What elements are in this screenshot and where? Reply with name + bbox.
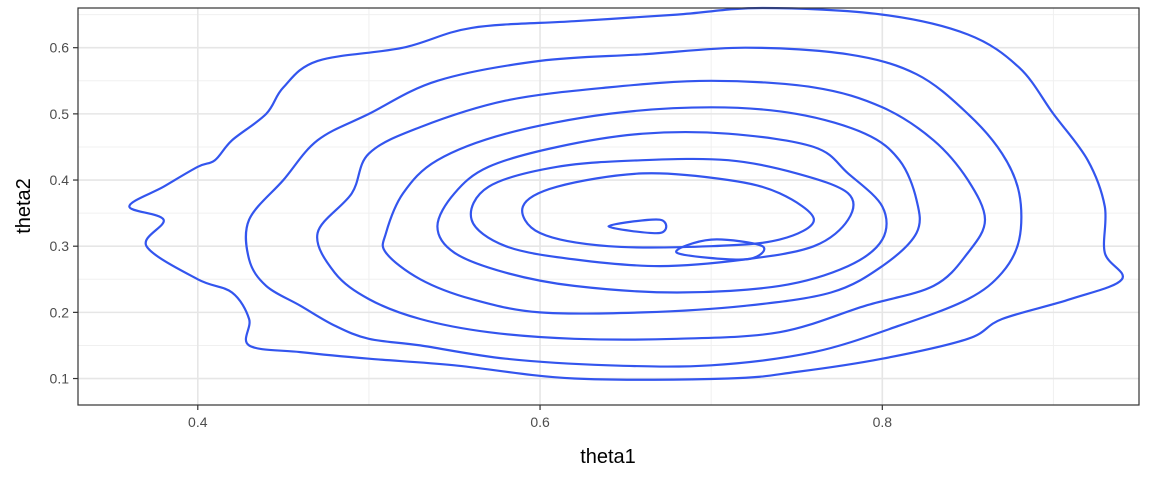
x-axis-title: theta1 <box>580 446 636 468</box>
x-tick-label: 0.4 <box>188 414 208 430</box>
minor-gridlines <box>78 8 1139 405</box>
y-tick-label: 0.1 <box>50 371 70 387</box>
y-tick-label: 0.6 <box>50 40 70 56</box>
contour-lines <box>128 6 1125 381</box>
contour-line <box>607 218 668 235</box>
contour-line <box>521 172 815 249</box>
y-tick-label: 0.3 <box>50 238 70 254</box>
contour-line <box>128 6 1125 381</box>
contour-line <box>675 238 766 261</box>
x-tick-label: 0.8 <box>873 414 893 430</box>
y-tick-label: 0.5 <box>50 106 70 122</box>
contour-line <box>381 106 921 315</box>
contour-line <box>469 157 855 268</box>
x-tick-label: 0.6 <box>530 414 550 430</box>
contour-line <box>316 79 987 341</box>
y-tick-label: 0.2 <box>50 304 70 320</box>
contour-line <box>436 130 888 294</box>
x-axis-ticks: 0.4 0.6 0.8 <box>188 405 892 430</box>
y-axis-title: theta2 <box>13 178 35 234</box>
plot-panel-border <box>77 7 1140 406</box>
y-tick-label: 0.4 <box>50 172 70 188</box>
contour-line <box>244 46 1023 368</box>
y-axis-ticks: 0.1 0.2 0.3 0.4 0.5 0.6 <box>50 40 78 387</box>
